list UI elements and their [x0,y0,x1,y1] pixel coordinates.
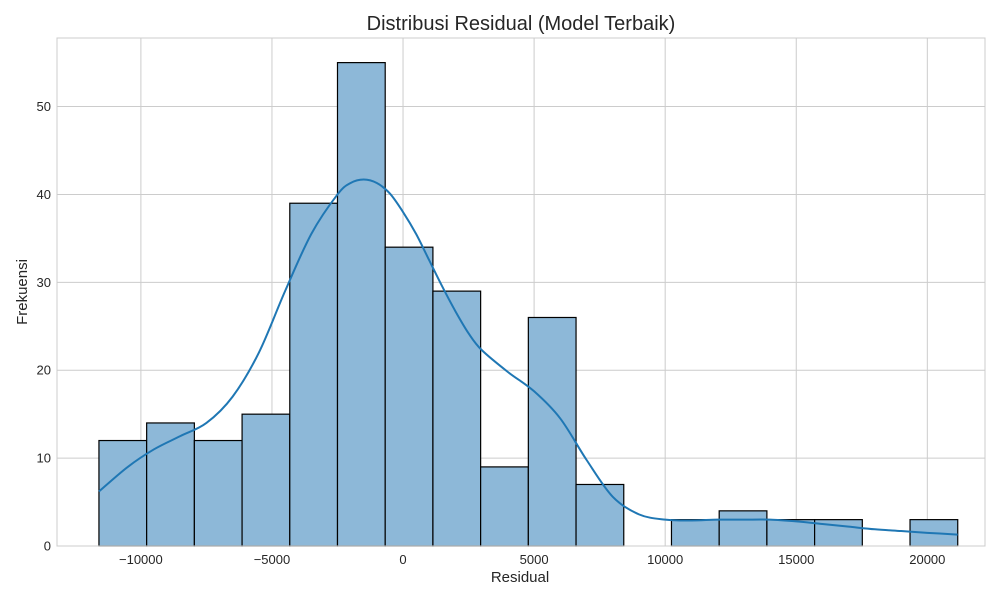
y-tick-label: 20 [37,363,51,378]
plot-frame [56,37,986,547]
histogram-bar [670,519,720,547]
chart-title: Distribusi Residual (Model Terbaik) [367,13,676,35]
y-tick-label: 40 [37,187,51,202]
histogram-bar [336,62,386,547]
x-axis-label: Residual [491,569,549,586]
bar-layer [98,62,959,547]
histogram-bar [432,290,482,547]
histogram-bar [193,439,243,547]
histogram-bar [98,439,148,547]
x-tick-labels: −10000 −5000 0 5000 10000 15000 20000 [119,552,945,567]
kde-layer [98,178,958,536]
y-tick-label: 30 [37,275,51,290]
histogram-bar [384,246,434,547]
histogram-bar [575,483,625,547]
y-tick-label: 0 [44,539,51,554]
kde-curve [98,178,958,536]
x-tick-label: 0 [399,552,406,567]
histogram-bar [241,413,291,547]
histogram-bar [718,510,768,547]
y-tick-labels: 0 10 20 30 40 50 [37,99,51,553]
x-tick-label: 15000 [778,552,814,567]
histogram-bar [480,466,529,547]
histogram-bar [289,202,339,547]
x-tick-label: −5000 [254,552,291,567]
x-tick-label: 20000 [909,552,945,567]
histogram-bar [766,519,816,547]
y-tick-label: 50 [37,99,51,114]
x-tick-label: 10000 [647,552,683,567]
y-tick-label: 10 [37,451,51,466]
x-tick-label: −10000 [119,552,163,567]
y-axis-label: Frekuensi [14,259,31,325]
x-tick-label: 5000 [520,552,549,567]
